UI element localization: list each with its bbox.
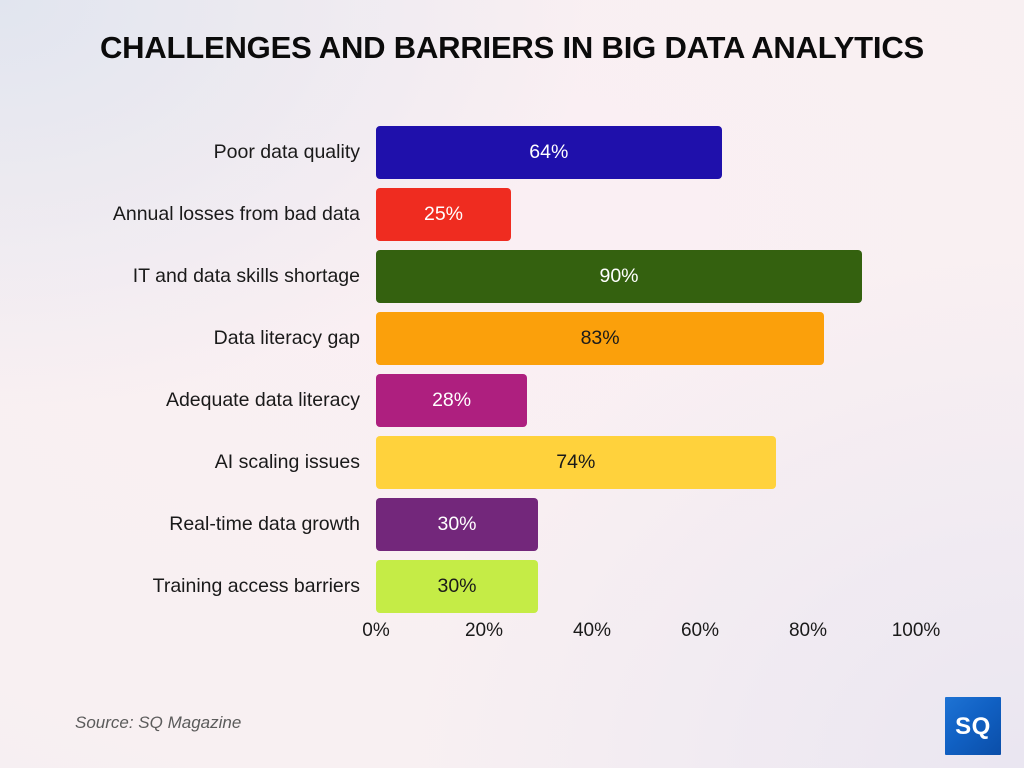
bar-row: AI scaling issues 74% — [0, 436, 1024, 498]
bar-value-label: 74% — [556, 451, 596, 473]
x-tick-label: 80% — [788, 620, 828, 641]
bar-row: Real-time data growth 30% — [0, 498, 1024, 560]
category-label: Data literacy gap — [213, 327, 360, 349]
x-tick-label: 20% — [464, 620, 504, 641]
bar-container: 25% — [376, 188, 511, 241]
bar[interactable]: 74% — [376, 436, 776, 489]
bar-row: Data literacy gap 83% — [0, 312, 1024, 374]
source-note: Source: SQ Magazine — [75, 713, 242, 732]
category-label: Training access barriers — [152, 575, 360, 597]
category-label: Adequate data literacy — [165, 389, 360, 411]
bar[interactable]: 25% — [376, 188, 511, 241]
sq-logo-text: SQ — [955, 713, 991, 740]
bar-row: Training access barriers 30% — [0, 560, 1024, 622]
bar-container: 30% — [376, 560, 538, 613]
plot-area: Poor data quality 64% Annual losses from b… — [0, 126, 1024, 622]
bar[interactable]: 83% — [376, 312, 825, 365]
bar-value-label: 30% — [437, 575, 477, 597]
x-tick-label: 0% — [362, 620, 390, 641]
bar-container: 64% — [376, 126, 722, 179]
chart-title: CHALLENGES AND BARRIERS IN BIG DATA ANAL… — [99, 30, 924, 65]
bar[interactable]: 30% — [376, 498, 538, 551]
bar[interactable]: 28% — [376, 374, 528, 427]
bar-value-label: 83% — [580, 327, 620, 349]
category-label: Real-time data growth — [169, 513, 360, 535]
bar-value-label: 28% — [432, 389, 472, 411]
bar-container: 74% — [376, 436, 776, 489]
bar-row: Adequate data literacy 28% — [0, 374, 1024, 436]
sq-logo: SQ — [945, 697, 1001, 755]
bar[interactable]: 90% — [376, 250, 862, 303]
bar[interactable]: 64% — [376, 126, 722, 179]
bar-container: 90% — [376, 250, 862, 303]
bar-value-label: 30% — [437, 513, 477, 535]
bar-row: Poor data quality 64% — [0, 126, 1024, 188]
bar-value-label: 90% — [599, 265, 639, 287]
x-tick-label: 60% — [680, 620, 720, 641]
x-tick-label: 40% — [572, 620, 612, 641]
category-label: IT and data skills shortage — [132, 265, 360, 287]
bar[interactable]: 30% — [376, 560, 538, 613]
bar-value-label: 64% — [529, 141, 569, 163]
bar-container: 83% — [376, 312, 825, 365]
category-label: Poor data quality — [213, 141, 360, 163]
x-axis: 0% 20% 40% 60% 80% 100% — [0, 620, 1024, 648]
bar-row: IT and data skills shortage 90% — [0, 250, 1024, 312]
category-label: AI scaling issues — [214, 451, 360, 473]
bar-container: 30% — [376, 498, 538, 551]
bar-row: Annual losses from bad data 25% — [0, 188, 1024, 250]
x-tick-label: 100% — [891, 620, 941, 641]
bar-container: 28% — [376, 374, 528, 427]
bar-value-label: 25% — [423, 203, 464, 225]
category-label: Annual losses from bad data — [112, 203, 360, 225]
